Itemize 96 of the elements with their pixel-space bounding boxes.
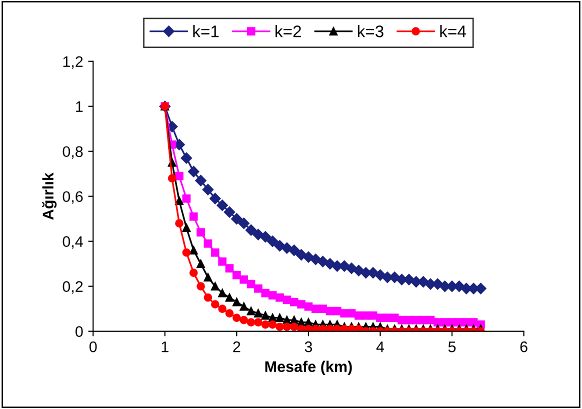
point: [245, 224, 257, 236]
point: [238, 218, 250, 229]
point: [232, 298, 241, 306]
x-tick-label: 2: [233, 341, 240, 352]
point: [353, 264, 364, 276]
point: [225, 293, 234, 302]
y-tick-label: 1,2: [63, 56, 83, 69]
y-tick-label: 0,8: [62, 146, 83, 159]
y-tick-label: 0,2: [62, 281, 83, 294]
point: [232, 314, 241, 322]
point: [290, 322, 298, 331]
x-tick-label: 1: [162, 342, 168, 352]
point: [204, 273, 212, 282]
point: [182, 224, 191, 232]
point: [232, 270, 241, 280]
point: [175, 219, 184, 228]
x-axis-title: Mesafe (km): [265, 360, 352, 376]
point: [340, 309, 349, 318]
point: [189, 268, 198, 277]
point: [282, 296, 292, 304]
point: [218, 257, 226, 266]
point: [254, 284, 262, 293]
point: [210, 282, 220, 290]
point: [175, 172, 184, 180]
y-tick-label: 0,4: [62, 236, 83, 249]
point: [196, 228, 205, 236]
y-tick-label: 0: [76, 326, 83, 337]
point: [261, 288, 270, 298]
point: [268, 291, 277, 300]
point: [276, 322, 284, 331]
point: [254, 309, 262, 318]
point: [195, 174, 206, 186]
point: [390, 314, 399, 322]
point: [218, 288, 226, 298]
point: [318, 304, 327, 313]
point: [246, 306, 256, 316]
point: [268, 320, 277, 329]
point: [252, 228, 264, 240]
point: [231, 213, 242, 224]
point: [297, 300, 306, 308]
x-tick-label: 6: [520, 341, 528, 352]
point: [189, 212, 198, 221]
y-tick-label: 1: [76, 101, 83, 112]
point: [196, 282, 205, 290]
point: [276, 314, 284, 322]
point: [254, 318, 262, 326]
legend-label: k=3: [358, 25, 384, 38]
point: [225, 309, 234, 318]
point: [354, 324, 363, 332]
point: [246, 318, 256, 326]
point: [260, 231, 271, 242]
point: [196, 260, 205, 268]
point: [224, 206, 236, 218]
point: [182, 248, 191, 257]
point: [188, 166, 200, 178]
legend-label: k=4: [440, 25, 466, 38]
point: [240, 316, 248, 324]
point: [225, 264, 234, 272]
point: [324, 258, 336, 270]
point: [216, 200, 228, 211]
point: [240, 302, 248, 311]
point: [210, 192, 221, 204]
x-tick-label: 3: [304, 341, 312, 352]
point: [175, 196, 184, 205]
point: [204, 239, 212, 248]
point: [182, 194, 191, 203]
y-axis-title: Ağırlık: [42, 172, 57, 220]
point: [276, 293, 284, 302]
point: [210, 248, 220, 257]
point: [218, 304, 226, 313]
point: [246, 280, 256, 288]
legend-label: k=1: [193, 25, 219, 38]
point: [204, 293, 212, 302]
point: [374, 269, 386, 281]
x-tick-label: 4: [376, 342, 384, 352]
point: [347, 309, 356, 318]
point: [240, 275, 248, 284]
point: [261, 311, 270, 320]
point: [440, 318, 450, 326]
point: [261, 320, 270, 329]
point: [189, 246, 198, 254]
point: [168, 174, 176, 182]
point: [210, 300, 220, 308]
point: [282, 322, 292, 331]
point: [281, 242, 293, 254]
point: [288, 244, 300, 256]
point: [376, 314, 384, 322]
point: [317, 256, 328, 268]
x-tick-label: 5: [448, 342, 456, 352]
y-tick-label: 0,6: [62, 191, 83, 204]
point: [180, 152, 192, 164]
point: [462, 318, 471, 326]
point: [266, 236, 278, 247]
point: [202, 184, 214, 196]
x-tick-label: 0: [89, 341, 97, 352]
legend-label: k=2: [276, 25, 301, 38]
